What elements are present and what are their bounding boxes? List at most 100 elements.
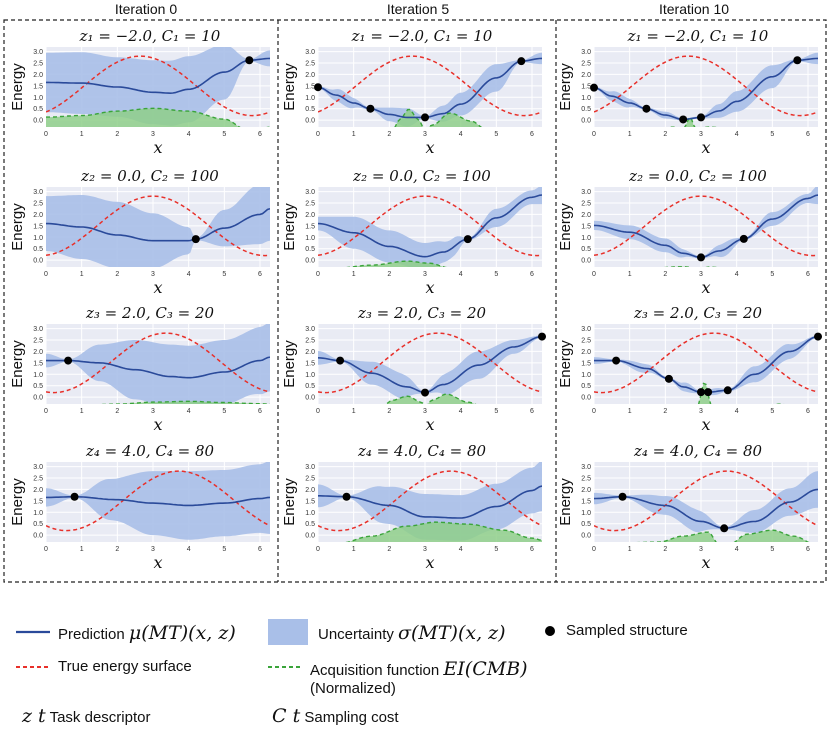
uncertainty-band	[594, 471, 818, 533]
true-energy-line	[318, 470, 542, 532]
y-tick-label: 2.0	[581, 349, 591, 356]
x-tick-label: 1	[352, 271, 356, 278]
subplot-title: z₄ = 4.0, C₄ = 80	[85, 442, 215, 460]
subplot-r3-c0: z₄ = 4.0, C₄ = 80 0 1 2 3 4 5 6 0.0 0.5 1.0 1.5 2.0 2…	[9, 442, 270, 572]
subplot-r2-c0: z₃ = 2.0, C₃ = 20 0 1 2 3 4 5 6 0.0 0.5 1.0 1.5 2.0 2…	[9, 304, 270, 434]
x-tick-label: 1	[80, 271, 84, 278]
y-tick-label: 1.0	[581, 510, 591, 517]
y-tick-label: 1.0	[305, 372, 315, 379]
subplot-r3-c1: z₄ = 4.0, C₄ = 80 0 1 2 3 4 5 6 0.0 0.5 1.0 1.5 2.0 2…	[281, 442, 542, 572]
true-energy-line	[318, 332, 542, 394]
x-tick-label: 3	[423, 271, 427, 278]
x-axis-label: x	[701, 278, 710, 297]
y-tick-label: 0.0	[33, 118, 43, 125]
y-tick-label: 2.5	[305, 61, 315, 68]
sampled-point	[697, 113, 706, 122]
x-tick-label: 5	[494, 546, 498, 553]
x-tick-label: 2	[387, 546, 391, 553]
y-tick-label: 3.0	[581, 464, 591, 471]
x-tick-label: 0	[592, 131, 596, 138]
x-tick-label: 3	[423, 546, 427, 553]
x-tick-label: 0	[592, 546, 596, 553]
sampled-point	[191, 235, 200, 244]
y-tick-label: 1.0	[581, 95, 591, 102]
sampled-point	[366, 104, 375, 113]
y-tick-label: 3.0	[33, 49, 43, 56]
acquisition-fill	[673, 266, 687, 267]
y-axis-label: Energy	[9, 203, 26, 251]
subplot-title: z₃ = 2.0, C₃ = 20	[357, 304, 487, 322]
legend-task-label: Task descriptor	[49, 709, 151, 726]
y-tick-label: 1.0	[33, 510, 43, 517]
x-tick-label: 2	[387, 408, 391, 415]
x-tick-label: 1	[352, 408, 356, 415]
y-tick-label: 1.5	[305, 360, 315, 367]
x-axis-label: x	[425, 138, 434, 157]
subplot-r1-c2: z₂ = 0.0, C₂ = 100 0 1 2 3 4 5 6 0.0 0.5 1.0 1.5 2.0…	[557, 167, 818, 297]
sampled-point	[421, 113, 430, 122]
y-tick-label: 3.0	[305, 326, 315, 333]
acquisition-fill	[659, 530, 808, 542]
plot-area	[46, 47, 270, 127]
true-energy-line	[46, 55, 270, 117]
sampled-point	[642, 104, 651, 113]
sampled-point	[70, 492, 79, 501]
y-tick-label: 0.5	[305, 521, 315, 528]
plot-area	[594, 187, 818, 267]
x-tick-label: 1	[352, 131, 356, 138]
sampled-point	[463, 235, 472, 244]
y-axis-label: Energy	[557, 63, 574, 111]
legend-prediction: Prediction μ(MT)(x, z)	[58, 622, 236, 644]
uncertainty-band	[46, 462, 270, 540]
acquisition-line	[345, 521, 542, 542]
y-tick-label: 0.5	[305, 106, 315, 113]
y-axis-label: Energy	[9, 340, 26, 388]
y-tick-label: 1.0	[33, 95, 43, 102]
x-tick-label: 5	[222, 271, 226, 278]
acquisition-line	[346, 260, 447, 267]
x-tick-label: 6	[530, 271, 534, 278]
x-tick-label: 0	[316, 408, 320, 415]
x-tick-label: 0	[316, 271, 320, 278]
y-tick-label: 1.0	[305, 235, 315, 242]
y-tick-label: 2.0	[305, 487, 315, 494]
legend-cost: C t Sampling cost	[272, 705, 399, 727]
subplot-title: z₁ = −2.0, C₁ = 10	[627, 27, 769, 45]
sampled-point	[723, 386, 732, 395]
subplot-title: z₂ = 0.0, C₂ = 100	[628, 167, 767, 185]
x-tick-label: 1	[80, 131, 84, 138]
legend-uncertainty-swatch	[268, 619, 308, 645]
x-tick-label: 6	[806, 546, 810, 553]
subplot-r2-c1: z₃ = 2.0, C₃ = 20 0 1 2 3 4 5 6 0.0 0.5 1.0 1.5 2.0 2…	[281, 304, 546, 434]
y-tick-label: 0.0	[305, 118, 315, 125]
sampled-point	[590, 83, 598, 92]
subplot-title: z₂ = 0.0, C₂ = 100	[80, 167, 219, 185]
sampled-point	[720, 524, 729, 533]
acquisition-fill	[348, 522, 542, 542]
x-tick-label: 1	[80, 546, 84, 553]
x-tick-label: 2	[663, 271, 667, 278]
legend-sampled: Sampled structure	[566, 622, 688, 639]
x-tick-label: 0	[44, 271, 48, 278]
y-tick-label: 0.5	[33, 246, 43, 253]
y-tick-label: 1.5	[33, 360, 43, 367]
y-tick-label: 2.5	[33, 338, 43, 345]
uncertainty-band	[318, 462, 542, 541]
y-tick-label: 1.0	[305, 95, 315, 102]
y-tick-label: 0.0	[581, 118, 591, 125]
iteration-frames	[3, 19, 827, 583]
legend-prediction-label: Prediction	[58, 626, 125, 643]
x-tick-label: 5	[770, 131, 774, 138]
sampled-point	[612, 356, 621, 365]
x-tick-label: 1	[80, 408, 84, 415]
acquisition-line	[697, 382, 785, 404]
x-tick-label: 5	[770, 271, 774, 278]
y-tick-label: 0.5	[581, 521, 591, 528]
true-energy-line	[46, 470, 270, 532]
y-tick-label: 1.5	[33, 83, 43, 90]
x-axis-label: x	[425, 278, 434, 297]
x-tick-label: 1	[352, 546, 356, 553]
legend-task-math: z t	[22, 705, 46, 727]
x-tick-label: 1	[628, 271, 632, 278]
true-energy-line	[594, 332, 818, 394]
